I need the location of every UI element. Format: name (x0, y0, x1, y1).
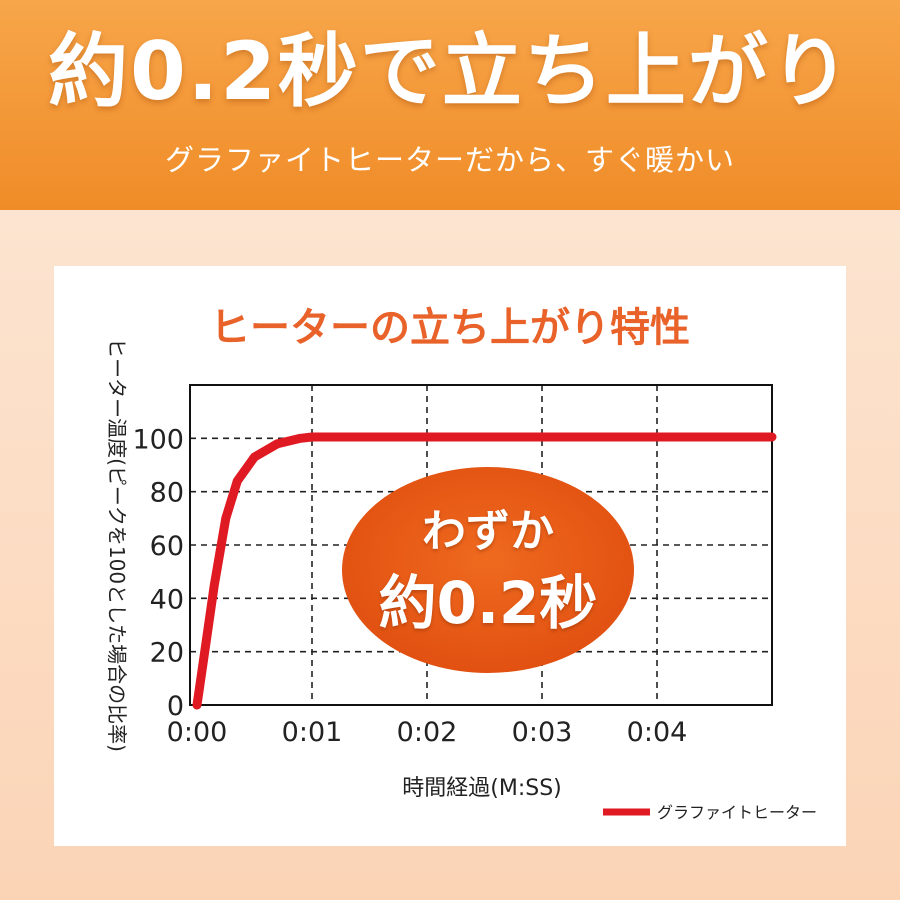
header-banner: 約0.2秒で立ち上がり グラファイトヒーターだから、すぐ暖かい (0, 0, 900, 210)
series-line-graphite-heater (192, 432, 777, 710)
callout-ellipse (342, 467, 634, 673)
y-tick-labels: 0 20 40 60 80 100 (132, 424, 184, 722)
y-tick-label: 60 (150, 531, 184, 562)
y-axis-label: ヒーター温度(ピークを100とした場合の比率) (105, 338, 129, 752)
x-tick-label: 0:04 (627, 717, 688, 748)
y-tick-label: 100 (132, 424, 184, 455)
y-tick-label: 40 (150, 584, 184, 615)
chart-title: ヒーターの立ち上がり特性 (210, 305, 690, 351)
x-tick-label: 0:01 (282, 717, 343, 748)
x-tick-labels: 0:00 0:01 0:02 0:03 0:04 (167, 717, 688, 748)
x-tick-label: 0:03 (512, 717, 573, 748)
subheadline: グラファイトヒーターだから、すぐ暖かい (164, 143, 735, 177)
x-tick-label: 0:00 (167, 717, 228, 748)
y-tick-label: 20 (150, 638, 184, 669)
legend-label: グラファイトヒーター (657, 803, 817, 822)
callout-line-2: 約0.2秒 (378, 569, 598, 637)
x-tick-label: 0:02 (397, 717, 458, 748)
x-axis-label: 時間経過(M:SS) (402, 776, 562, 801)
y-tick-label: 80 (150, 478, 184, 509)
headline: 約0.2秒で立ち上がり (48, 25, 852, 118)
callout-line-1: わずか (422, 506, 554, 557)
y-tick-label: 0 (167, 691, 184, 722)
plot-frame (189, 384, 773, 706)
